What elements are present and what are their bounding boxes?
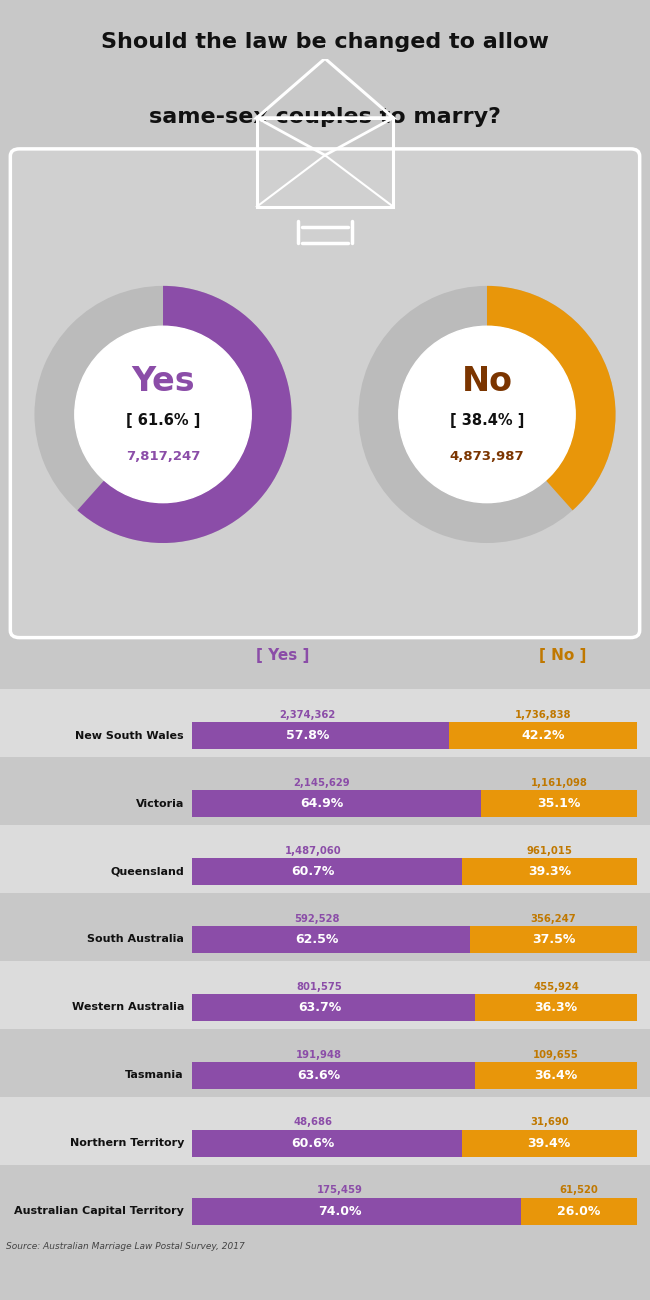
Bar <box>0 1165 650 1232</box>
Text: 7,817,247: 7,817,247 <box>126 450 200 463</box>
Text: 31,690: 31,690 <box>530 1118 569 1127</box>
Bar <box>0 689 650 758</box>
Wedge shape <box>34 286 292 543</box>
Text: 592,528: 592,528 <box>294 914 340 924</box>
Text: 175,459: 175,459 <box>317 1186 363 1196</box>
Text: Source: Australian Marriage Law Postal Survey, 2017: Source: Australian Marriage Law Postal S… <box>6 1243 245 1252</box>
Text: 109,655: 109,655 <box>533 1049 579 1060</box>
Text: No: No <box>462 365 512 398</box>
Bar <box>192 858 462 885</box>
Wedge shape <box>358 286 616 543</box>
Bar <box>192 1130 462 1157</box>
Bar <box>481 790 637 818</box>
Text: Tasmania: Tasmania <box>125 1070 184 1080</box>
Text: Australian Capital Territory: Australian Capital Territory <box>14 1206 184 1217</box>
Bar <box>449 722 637 749</box>
Text: [ No ]: [ No ] <box>539 647 586 663</box>
Text: 63.7%: 63.7% <box>298 1001 341 1014</box>
Text: Should the law be changed to allow: Should the law be changed to allow <box>101 32 549 52</box>
Text: 2,145,629: 2,145,629 <box>293 777 350 788</box>
Text: 37.5%: 37.5% <box>532 933 575 946</box>
Bar <box>462 1130 637 1157</box>
Bar <box>521 1197 637 1225</box>
Text: 191,948: 191,948 <box>296 1049 342 1060</box>
Text: 2,374,362: 2,374,362 <box>280 710 335 720</box>
Text: 63.6%: 63.6% <box>298 1069 341 1082</box>
Wedge shape <box>487 286 616 511</box>
Text: 961,015: 961,015 <box>526 846 573 855</box>
Text: 1,736,838: 1,736,838 <box>515 710 571 720</box>
Text: 61,520: 61,520 <box>560 1186 599 1196</box>
Text: South Australia: South Australia <box>87 935 184 945</box>
Text: [ Yes ]: [ Yes ] <box>256 647 309 663</box>
Text: 1,487,060: 1,487,060 <box>285 846 342 855</box>
Bar <box>192 926 470 953</box>
Bar <box>0 961 650 1030</box>
Text: 60.7%: 60.7% <box>292 864 335 878</box>
Bar <box>192 790 481 818</box>
Text: Victoria: Victoria <box>136 798 184 809</box>
Text: 39.4%: 39.4% <box>528 1136 571 1149</box>
Text: 26.0%: 26.0% <box>558 1205 601 1218</box>
Text: [ 61.6% ]: [ 61.6% ] <box>126 413 200 428</box>
Text: 4,873,987: 4,873,987 <box>450 450 525 463</box>
Bar <box>0 1030 650 1097</box>
Text: 455,924: 455,924 <box>533 982 579 992</box>
Text: 36.3%: 36.3% <box>534 1001 578 1014</box>
Bar <box>0 893 650 961</box>
Text: Northern Territory: Northern Territory <box>70 1139 184 1148</box>
Text: 74.0%: 74.0% <box>318 1205 362 1218</box>
Text: same-sex couples to marry?: same-sex couples to marry? <box>149 107 501 126</box>
Bar <box>462 858 637 885</box>
Text: 801,575: 801,575 <box>296 982 343 992</box>
Text: 62.5%: 62.5% <box>295 933 339 946</box>
Text: 42.2%: 42.2% <box>521 729 565 742</box>
Bar <box>475 1062 637 1089</box>
Text: 39.3%: 39.3% <box>528 864 571 878</box>
Text: 356,247: 356,247 <box>530 914 577 924</box>
Circle shape <box>75 326 251 503</box>
Text: 48,686: 48,686 <box>294 1118 333 1127</box>
Bar <box>192 1062 475 1089</box>
Text: New South Wales: New South Wales <box>75 731 184 741</box>
FancyBboxPatch shape <box>10 150 640 637</box>
Bar <box>470 926 637 953</box>
Text: 57.8%: 57.8% <box>286 729 330 742</box>
Bar <box>192 993 475 1021</box>
Bar <box>475 993 637 1021</box>
Bar <box>0 826 650 893</box>
Text: 1,161,098: 1,161,098 <box>530 777 588 788</box>
Text: [ 38.4% ]: [ 38.4% ] <box>450 413 524 428</box>
Text: 64.9%: 64.9% <box>300 797 343 810</box>
Text: 60.6%: 60.6% <box>292 1136 335 1149</box>
Text: 36.4%: 36.4% <box>534 1069 578 1082</box>
Text: Western Australia: Western Australia <box>72 1002 184 1013</box>
Text: Yes: Yes <box>131 365 195 398</box>
Circle shape <box>399 326 575 503</box>
Bar <box>192 1197 521 1225</box>
Bar <box>0 758 650 826</box>
Text: Queensland: Queensland <box>111 867 184 876</box>
Wedge shape <box>77 286 292 543</box>
Bar <box>192 722 449 749</box>
Text: 35.1%: 35.1% <box>537 797 580 810</box>
Bar <box>0 1097 650 1165</box>
